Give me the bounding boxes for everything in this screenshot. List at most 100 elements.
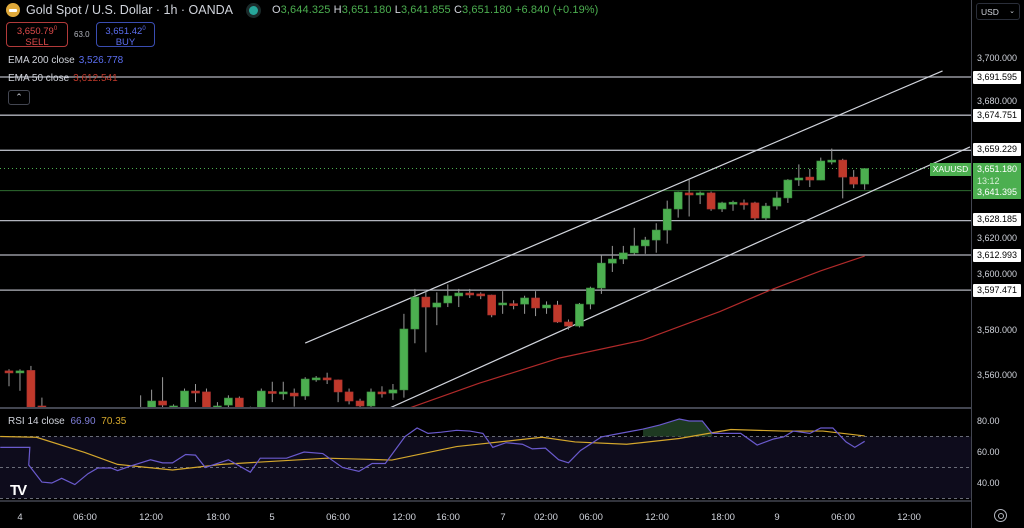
- candle-up: [147, 389, 156, 407]
- candle-body: [498, 302, 507, 306]
- candle-up: [257, 388, 266, 407]
- settings-icon[interactable]: [994, 509, 1007, 522]
- candle-down: [37, 397, 47, 407]
- candle-body: [235, 397, 244, 407]
- spread: 63.0: [74, 30, 90, 39]
- sell-button[interactable]: 3,650.790 SELL: [6, 22, 68, 48]
- candle-body: [684, 192, 694, 196]
- candle-down: [509, 300, 518, 310]
- candle-down: [377, 386, 387, 398]
- time-label: 12:00: [139, 512, 163, 523]
- candle-up: [860, 168, 869, 190]
- candle-body: [728, 201, 738, 205]
- time-label: 06:00: [73, 512, 97, 523]
- candle-body: [509, 303, 518, 306]
- candle-body: [37, 405, 47, 407]
- candle-body: [300, 378, 310, 397]
- candle-up: [399, 313, 409, 398]
- candle-down: [531, 291, 540, 317]
- rsi-tick: 40.00: [977, 478, 1000, 488]
- time-label: 5: [269, 512, 275, 523]
- candle-down: [553, 300, 562, 323]
- candle-down: [355, 398, 365, 407]
- candle-up: [816, 157, 826, 181]
- candle-body: [586, 287, 595, 305]
- candle-up: [673, 191, 683, 218]
- ema50-legend[interactable]: EMA 50 close 3,612.541: [8, 73, 118, 84]
- candle-down: [838, 158, 848, 199]
- candle-up: [619, 245, 628, 265]
- time-label: 06:00: [831, 512, 855, 523]
- candle-body: [202, 391, 211, 407]
- candle-body: [454, 292, 464, 297]
- tradingview-logo-icon[interactable]: TV: [10, 482, 27, 499]
- candle-up: [454, 288, 464, 308]
- level-label[interactable]: 3,612.993: [973, 249, 1021, 262]
- rsi-band-background: [0, 436, 971, 499]
- candle-body: [147, 400, 156, 407]
- candle-body: [410, 296, 420, 330]
- chart-canvas[interactable]: [0, 0, 972, 528]
- candle-body: [520, 297, 529, 305]
- candle-down: [202, 388, 211, 407]
- candle-body: [542, 304, 551, 309]
- candle-body: [399, 328, 409, 391]
- level-label[interactable]: 3,674.751: [973, 109, 1021, 122]
- level-label[interactable]: 3,628.185: [973, 213, 1021, 226]
- candle-body: [531, 297, 540, 309]
- channel-lower-line: [390, 146, 971, 407]
- candle-down: [739, 199, 749, 210]
- candle-up: [608, 245, 617, 272]
- candle-body: [739, 202, 749, 206]
- rsi-legend[interactable]: RSI 14 close 66.90 70.35: [8, 416, 127, 427]
- time-label: 4: [17, 512, 23, 523]
- candle-up: [520, 295, 529, 314]
- price-tick: 3,560.000: [977, 370, 1018, 380]
- rsi-tick: 80.00: [977, 416, 1000, 426]
- candle-down: [235, 396, 244, 407]
- ema200-legend[interactable]: EMA 200 close 3,526.778: [8, 55, 124, 66]
- candle-body: [476, 293, 486, 297]
- candle-up: [15, 369, 25, 391]
- candle-down: [564, 319, 573, 330]
- candle-down: [849, 170, 858, 189]
- candle-up: [432, 292, 442, 326]
- time-label: 02:00: [534, 512, 558, 523]
- candle-body: [651, 229, 661, 241]
- candle-up: [761, 202, 771, 220]
- currency-select[interactable]: USD ⌄: [976, 3, 1020, 20]
- candle-up: [300, 377, 310, 400]
- candle-up: [783, 179, 793, 203]
- candle-body: [4, 370, 14, 374]
- symbol-title[interactable]: Gold Spot / U.S. Dollar · 1h · OANDA: [26, 3, 234, 17]
- candle-body: [169, 405, 178, 407]
- level-label[interactable]: 3,597.471: [973, 284, 1021, 297]
- candle-body: [805, 176, 815, 181]
- candle-up: [717, 201, 727, 212]
- candle-up: [695, 191, 705, 205]
- candle-body: [388, 389, 398, 394]
- collapse-legend-button[interactable]: ⌃: [8, 90, 30, 105]
- rsi-pane: [0, 418, 971, 499]
- candle-body: [180, 390, 189, 407]
- buy-button[interactable]: 3,651.420 BUY: [96, 22, 155, 48]
- candle-up: [140, 395, 142, 407]
- level-label[interactable]: 3,659.229: [973, 143, 1021, 156]
- candle-down: [4, 369, 14, 387]
- time-label: 06:00: [326, 512, 350, 523]
- candle-up: [827, 148, 837, 165]
- candle-down: [684, 179, 694, 217]
- time-label: 9: [774, 512, 780, 523]
- candle-body: [564, 321, 573, 327]
- candle-body: [695, 192, 705, 196]
- time-label: 12:00: [897, 512, 921, 523]
- candle-down: [487, 294, 496, 318]
- candle-up: [728, 200, 738, 211]
- price-tick: 3,680.000: [977, 96, 1018, 106]
- candle-body: [816, 160, 826, 181]
- candle-down: [465, 288, 475, 298]
- candle-body: [838, 159, 848, 178]
- candle-body: [322, 377, 332, 381]
- level-label[interactable]: 3,691.595: [973, 71, 1021, 84]
- candle-body: [487, 294, 496, 316]
